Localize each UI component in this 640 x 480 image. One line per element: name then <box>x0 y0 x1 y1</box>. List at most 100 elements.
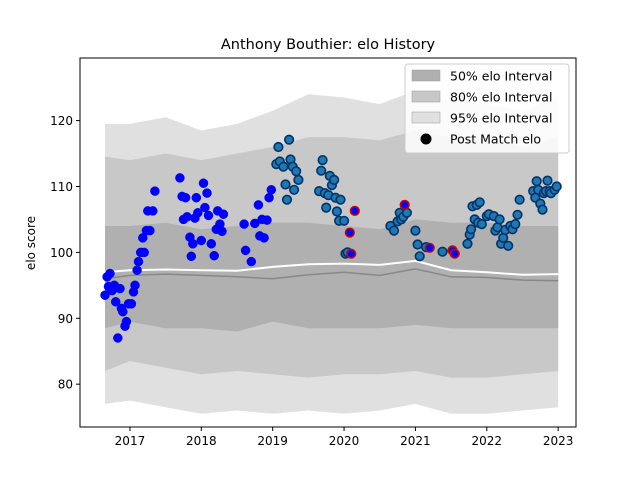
y-tick-label: 110 <box>50 180 73 194</box>
data-point <box>266 185 277 195</box>
data-point <box>130 280 140 291</box>
data-point <box>494 214 505 225</box>
data-point <box>537 204 548 215</box>
chart-title: Anthony Bouthier: elo History <box>221 37 436 53</box>
data-point-highlighted <box>349 205 360 216</box>
data-point <box>110 297 121 307</box>
data-point <box>264 192 274 203</box>
data-point <box>551 181 562 192</box>
data-point <box>105 268 115 279</box>
interval-bands <box>105 90 559 414</box>
data-point <box>329 174 340 185</box>
data-point <box>150 186 160 196</box>
plot-area <box>100 90 562 414</box>
legend-label: 80% elo Interval <box>450 90 552 105</box>
legend: 50% elo Interval 80% elo Interval 95% elo … <box>404 63 570 154</box>
x-tick-label: 2019 <box>257 434 288 448</box>
data-point <box>239 219 249 229</box>
data-point <box>202 188 212 198</box>
legend-label: 95% elo Interval <box>450 111 552 126</box>
data-point <box>126 299 137 309</box>
data-point <box>273 141 284 153</box>
data-point <box>317 155 328 166</box>
data-point-highlighted <box>399 199 410 210</box>
data-point <box>410 225 421 236</box>
legend-box <box>404 63 570 154</box>
x-tick-label: 2018 <box>186 434 217 448</box>
data-point <box>474 197 485 208</box>
data-point <box>510 219 521 230</box>
data-point <box>193 208 203 218</box>
data-point <box>388 225 400 236</box>
data-point <box>203 210 214 221</box>
data-point <box>331 206 343 217</box>
data-point <box>476 219 487 230</box>
x-axis: 2017 2018 2019 2020 2021 2022 2023 <box>115 427 574 448</box>
data-point <box>148 206 158 216</box>
data-point <box>240 245 251 256</box>
data-point <box>531 176 542 187</box>
data-point <box>412 239 423 250</box>
data-point <box>132 265 142 275</box>
data-point <box>113 333 123 343</box>
data-point <box>259 233 269 243</box>
data-point <box>414 251 425 262</box>
data-point <box>118 306 128 317</box>
data-point <box>209 250 219 261</box>
legend-marker <box>420 133 432 145</box>
data-point <box>293 174 304 185</box>
data-point <box>188 239 198 249</box>
data-point <box>253 200 264 210</box>
data-point <box>180 192 191 203</box>
y-axis: 80 90 100 110 120 <box>50 114 80 392</box>
data-point <box>462 238 473 249</box>
data-point <box>335 194 346 205</box>
data-point-highlighted <box>424 242 435 253</box>
data-point <box>145 225 155 236</box>
data-point-highlighted <box>344 227 355 238</box>
legend-swatch <box>411 111 441 124</box>
y-tick-label: 120 <box>50 114 73 128</box>
data-point <box>437 246 448 257</box>
post-match-points <box>100 134 562 343</box>
y-tick-label: 90 <box>58 312 73 326</box>
band-50 <box>105 219 559 332</box>
plot-frame <box>79 57 577 428</box>
data-point <box>100 290 110 300</box>
center-lines <box>104 259 559 282</box>
x-tick-label: 2023 <box>543 434 574 448</box>
data-point <box>218 209 229 219</box>
x-tick-label: 2021 <box>400 434 431 448</box>
data-point <box>281 194 293 205</box>
data-point <box>339 215 350 226</box>
data-point <box>289 184 300 195</box>
data-point <box>175 173 185 183</box>
data-point <box>466 224 477 235</box>
data-point <box>196 235 207 246</box>
data-point <box>115 283 125 294</box>
data-point <box>250 218 260 229</box>
data-point <box>191 192 202 203</box>
data-point <box>133 256 144 267</box>
x-tick-label: 2020 <box>329 434 360 448</box>
data-point <box>182 212 192 222</box>
median-line <box>104 268 559 282</box>
data-point <box>291 166 302 177</box>
data-point <box>284 134 295 145</box>
y-tick-label: 80 <box>58 378 73 392</box>
data-point <box>198 178 209 188</box>
data-point <box>139 247 149 258</box>
data-point <box>542 175 553 186</box>
legend-label: Post Match elo <box>450 132 541 147</box>
mean-line <box>104 259 559 276</box>
legend-swatch <box>411 90 441 103</box>
data-point <box>278 161 289 172</box>
legend-label: 50% elo Interval <box>450 69 552 84</box>
data-point <box>316 165 327 176</box>
data-point <box>262 215 272 225</box>
data-point <box>200 202 210 213</box>
y-axis-label: elo score <box>24 216 38 270</box>
data-point <box>121 316 132 327</box>
data-point <box>280 179 291 190</box>
